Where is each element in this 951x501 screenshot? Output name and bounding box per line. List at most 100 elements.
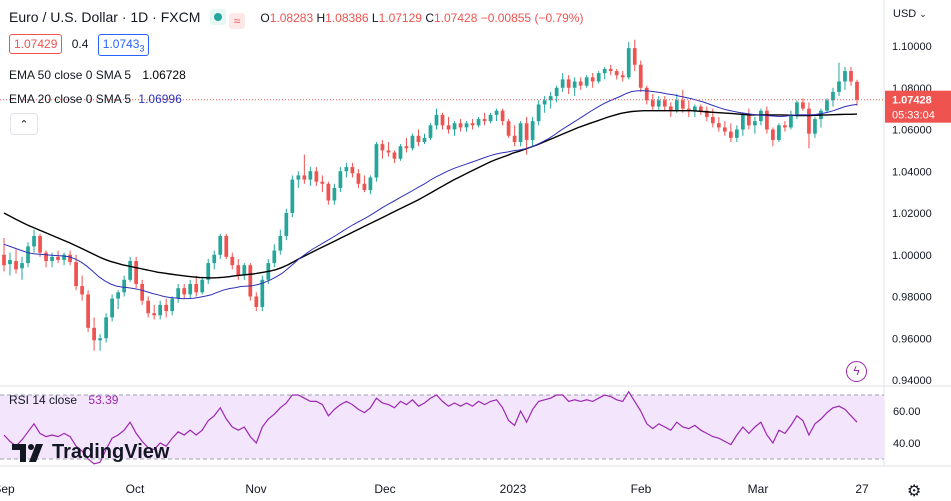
candle-body bbox=[254, 296, 259, 307]
ema20-label: EMA 20 close 0 SMA 5 bbox=[9, 92, 132, 106]
candle-body bbox=[374, 144, 379, 178]
symbol-legend: Euro / U.S. Dollar · 1D · FXCM ≈ O1.0828… bbox=[9, 9, 583, 29]
candle-body bbox=[434, 114, 439, 126]
price-tick-label: 0.94000 bbox=[892, 375, 932, 387]
candle-body bbox=[356, 173, 361, 184]
candle-body bbox=[188, 283, 193, 295]
candle-body bbox=[722, 127, 727, 132]
candle-body bbox=[62, 254, 66, 260]
chevron-up-icon: ⌃ bbox=[19, 118, 29, 131]
buy-price-pip: 3 bbox=[139, 43, 145, 54]
candle-body bbox=[494, 110, 499, 115]
candle-body bbox=[104, 317, 108, 339]
candle-body bbox=[392, 152, 397, 159]
candle-body bbox=[74, 262, 78, 287]
buy-button[interactable]: 1.07433 bbox=[97, 34, 150, 57]
time-tick-label: Sep bbox=[0, 482, 15, 496]
buy-price: 1.0743 bbox=[102, 37, 140, 51]
candle-body bbox=[56, 256, 60, 260]
candle-body bbox=[296, 175, 301, 180]
candle-body bbox=[224, 235, 229, 257]
ema20-value: 1.06996 bbox=[138, 92, 182, 106]
rsi-tick-label: 40.00 bbox=[893, 438, 921, 450]
candle-body bbox=[2, 254, 6, 266]
candle-body bbox=[32, 235, 36, 247]
candle-body bbox=[38, 235, 42, 253]
candle-body bbox=[284, 213, 289, 236]
ema20-legend[interactable]: EMA 20 close 0 SMA 5 1.06996 bbox=[9, 92, 182, 106]
ohlc-readout: O1.08283 H1.08386 L1.07129 C1.07428 −0.0… bbox=[260, 11, 583, 25]
candle-body bbox=[440, 114, 445, 126]
candle-body bbox=[80, 286, 84, 295]
candle-body bbox=[422, 137, 427, 143]
price-tick-label: 0.96000 bbox=[892, 333, 932, 345]
candle-body bbox=[789, 114, 793, 128]
high-value: 1.08386 bbox=[325, 11, 369, 25]
candle-body bbox=[698, 106, 703, 111]
candle-body bbox=[620, 75, 625, 78]
candle-body bbox=[747, 114, 751, 126]
candle-body bbox=[446, 125, 451, 130]
candle-body bbox=[578, 81, 583, 86]
rsi-line bbox=[3, 390, 858, 465]
change-value: −0.00855 (−0.79%) bbox=[480, 11, 584, 25]
ema50-legend[interactable]: EMA 50 close 0 SMA 5 1.06728 bbox=[9, 68, 186, 82]
candle-body bbox=[668, 106, 673, 111]
candle-body bbox=[458, 123, 463, 128]
close-value: 1.07428 bbox=[433, 11, 478, 25]
candle-body bbox=[380, 144, 385, 151]
candle-body bbox=[759, 110, 763, 122]
candle-body bbox=[524, 123, 529, 140]
candle-body bbox=[530, 121, 535, 140]
candle-body bbox=[206, 263, 211, 280]
candle-body bbox=[428, 125, 433, 138]
candle-body bbox=[572, 81, 577, 88]
candle-body bbox=[855, 81, 859, 100]
candle-body bbox=[20, 263, 24, 269]
close-label: C bbox=[425, 11, 434, 25]
candle-body bbox=[716, 123, 721, 128]
candle-body bbox=[488, 114, 493, 122]
candle-body bbox=[122, 279, 127, 293]
rsi-legend[interactable]: RSI 14 close 53.39 bbox=[9, 393, 118, 407]
candle-body bbox=[332, 187, 337, 201]
data-delay-icon[interactable]: ≈ bbox=[229, 13, 246, 29]
settings-gear-icon[interactable]: ⚙ bbox=[907, 483, 922, 500]
collapse-legend-button[interactable]: ⌃ bbox=[10, 113, 38, 135]
candle-body bbox=[741, 114, 745, 130]
rsi-value: 53.39 bbox=[88, 393, 119, 407]
candle-body bbox=[783, 125, 787, 128]
candle-body bbox=[650, 100, 655, 107]
tradingview-logo[interactable]: TradingView bbox=[12, 441, 169, 464]
rsi-band bbox=[0, 395, 884, 459]
candle-body bbox=[704, 110, 709, 117]
price-tick-label: 1.04000 bbox=[892, 166, 932, 178]
candle-body bbox=[506, 121, 511, 136]
currency-selector[interactable]: USD ⌄ bbox=[893, 8, 927, 20]
candle-body bbox=[86, 294, 90, 328]
candle-body bbox=[140, 283, 145, 301]
price-tick-label: 1.02000 bbox=[892, 208, 932, 220]
candle-body bbox=[656, 100, 661, 107]
price-tick-label: 1.06000 bbox=[892, 125, 932, 137]
candle-body bbox=[404, 146, 409, 149]
sell-button[interactable]: 1.07429 bbox=[9, 34, 63, 54]
candle-body bbox=[158, 304, 163, 316]
candle-body bbox=[398, 146, 403, 159]
tv-logo-text: TradingView bbox=[52, 441, 170, 463]
time-tick-label: Oct bbox=[126, 482, 145, 496]
replay-lightning-icon[interactable]: ϟ bbox=[846, 361, 867, 382]
candle-body bbox=[560, 79, 565, 88]
high-label: H bbox=[316, 11, 326, 25]
candle-body bbox=[200, 279, 205, 293]
tv-logo-icon bbox=[12, 443, 43, 462]
candle-body bbox=[164, 304, 169, 312]
candle-body bbox=[272, 250, 277, 264]
candle-body bbox=[320, 181, 325, 184]
candle-body bbox=[248, 265, 253, 297]
price-tick-label: 1.10000 bbox=[892, 41, 932, 53]
candle-body bbox=[849, 71, 853, 82]
candle-body bbox=[44, 252, 48, 262]
